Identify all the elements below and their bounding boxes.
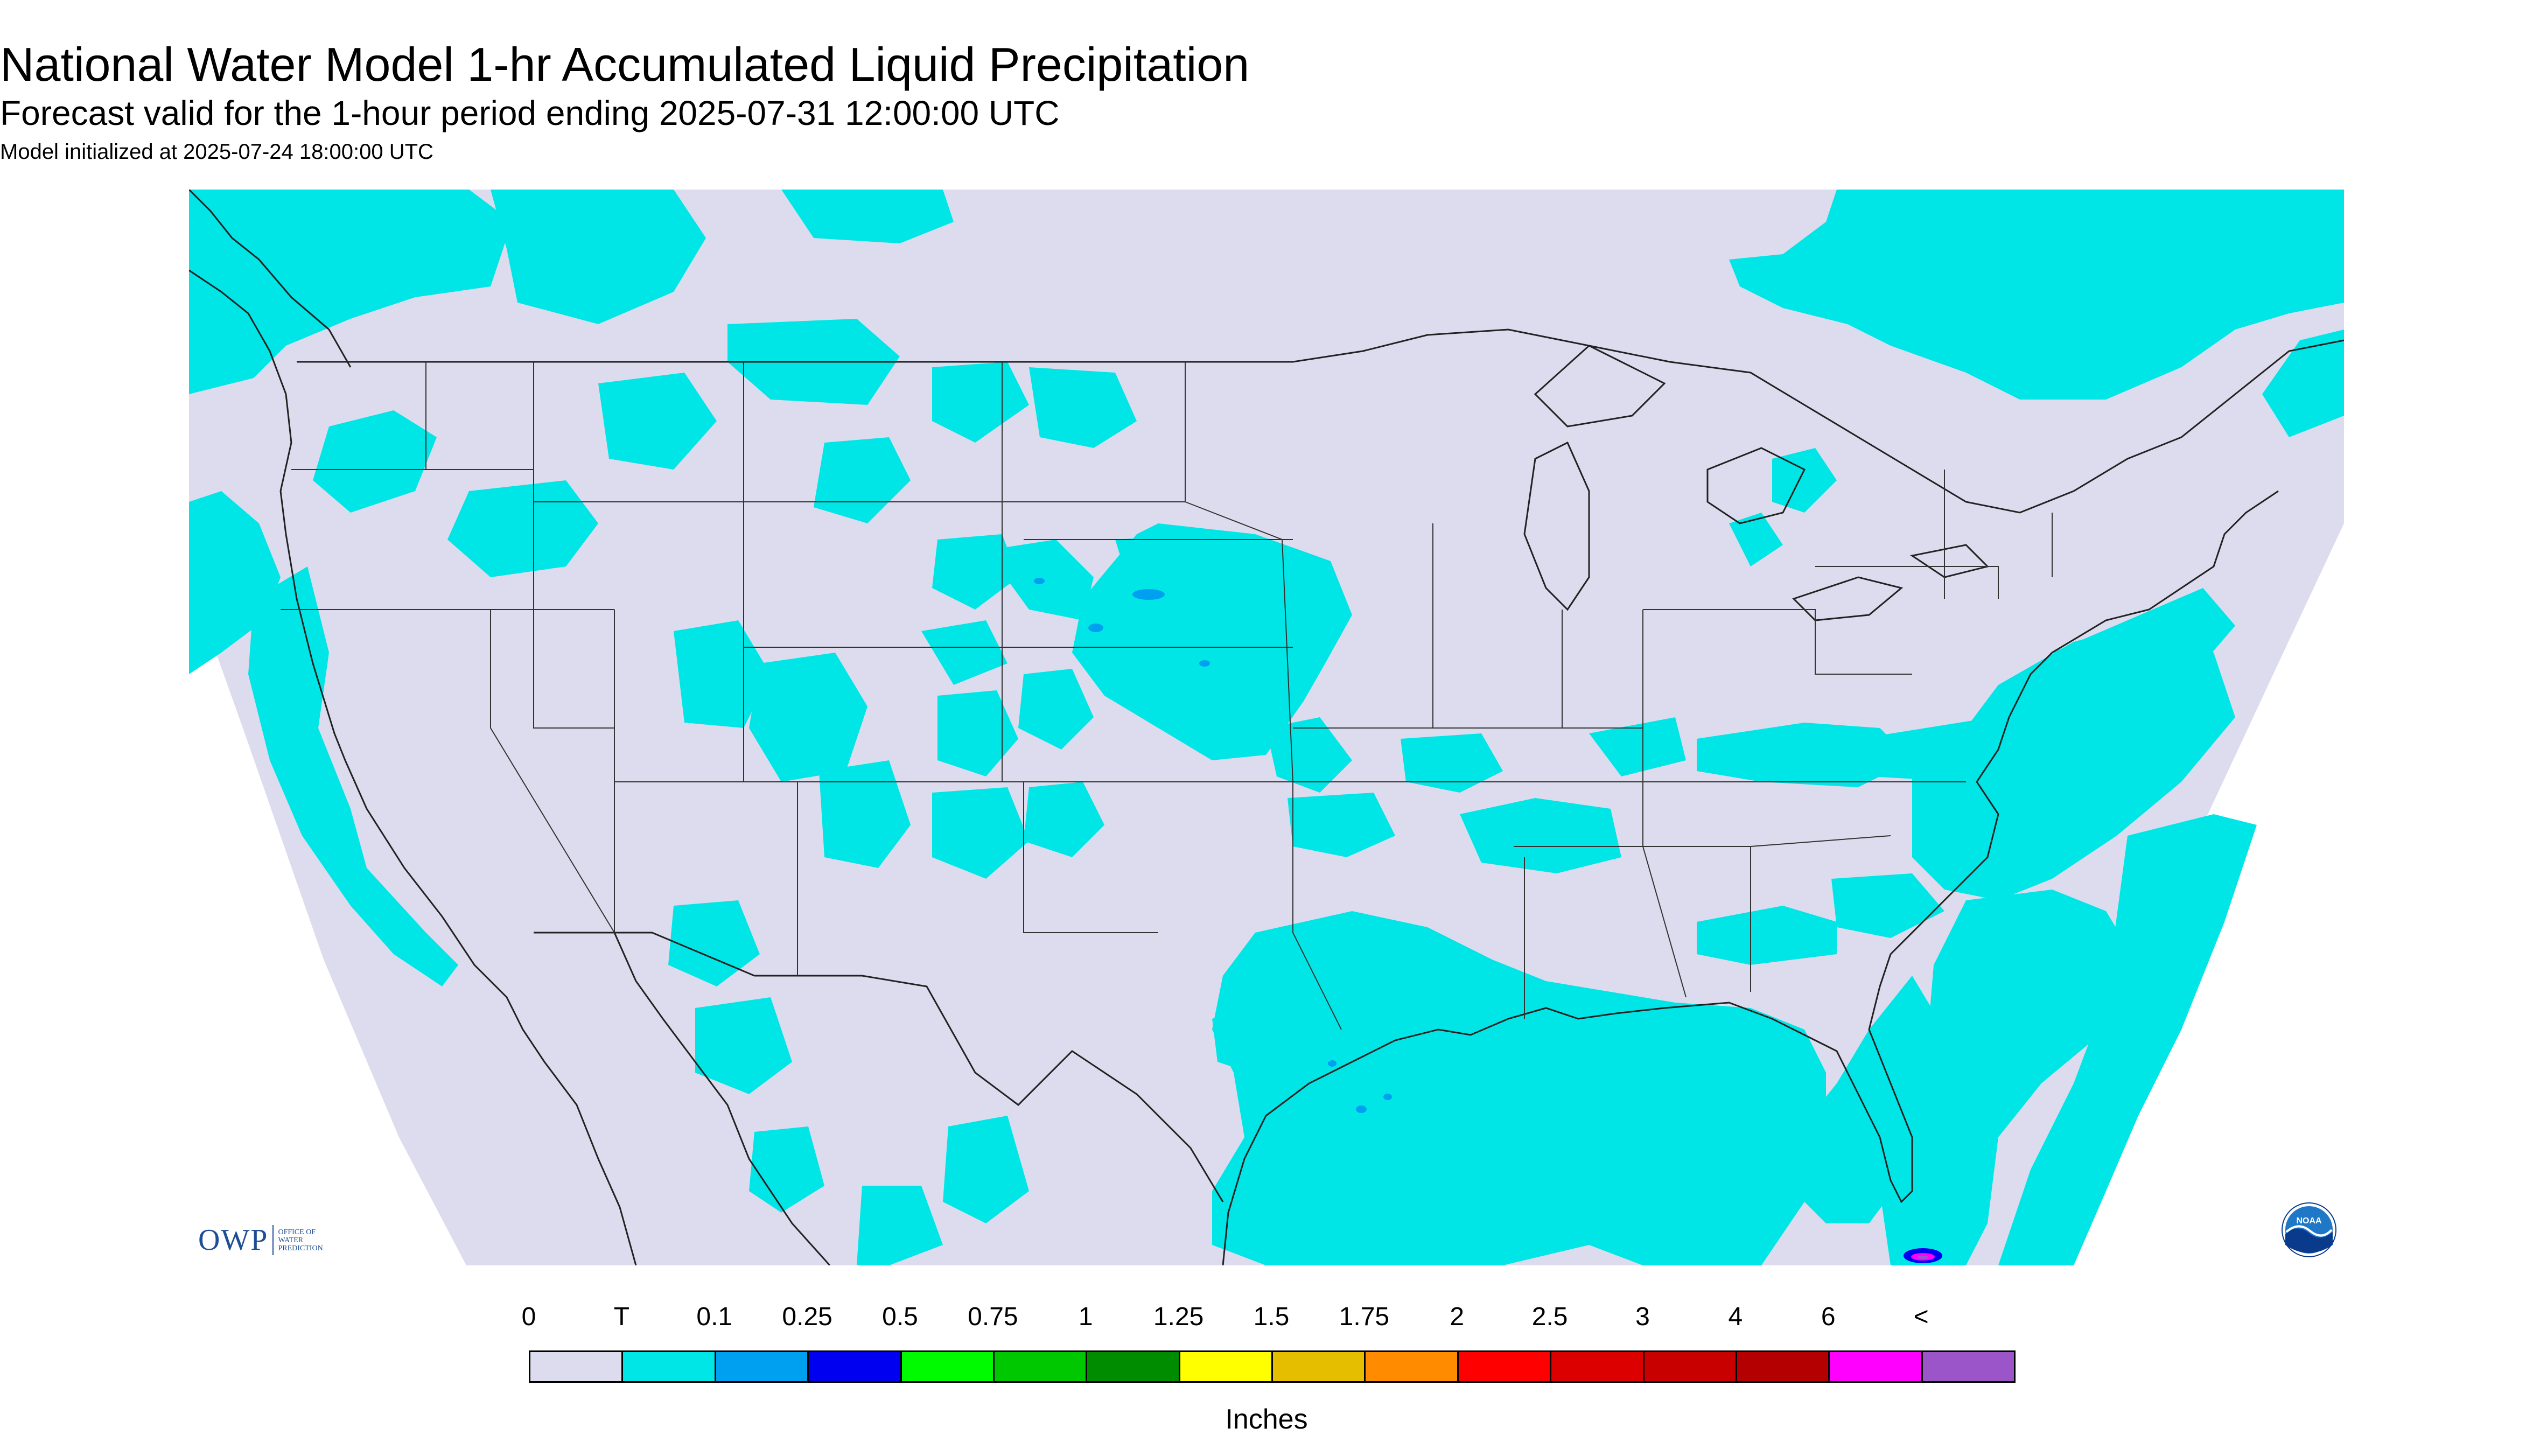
legend-tick-label: 0.1 (696, 1303, 733, 1331)
model-init-time: Model initialized at 2025-07-24 18:00:00… (0, 140, 433, 164)
outside-domain-left (189, 577, 466, 1265)
legend-tick-label: 6 (1821, 1303, 1836, 1331)
owp-logo: OWP OFFICE OF WATER PREDICTION (198, 1221, 323, 1259)
legend-tick-label: 2 (1450, 1303, 1465, 1331)
legend-swatch (1921, 1350, 2016, 1383)
legend-tick-label: 0.25 (782, 1303, 832, 1331)
legend-tick-label: 1.25 (1153, 1303, 1204, 1331)
legend-tick-label: < (1913, 1303, 1929, 1331)
owp-logo-divider (272, 1225, 274, 1255)
legend-tick-label: 4 (1728, 1303, 1743, 1331)
noaa-logo-text: NOAA (2296, 1216, 2322, 1226)
owp-logo-text: OFFICE OF WATER PREDICTION (278, 1228, 323, 1252)
legend-swatch (1642, 1350, 1737, 1383)
noaa-logo: NOAA (2282, 1202, 2336, 1257)
legend-tick-label: 0 (521, 1303, 536, 1331)
legend-swatch (1828, 1350, 1923, 1383)
owp-logo-mark: OWP (198, 1223, 269, 1257)
trace-precipitation-areas (189, 190, 2344, 1265)
legend-swatch (1178, 1350, 1273, 1383)
legend-swatch (1271, 1350, 1366, 1383)
legend-swatch (1086, 1350, 1180, 1383)
legend-swatch (807, 1350, 902, 1383)
legend-swatch (529, 1350, 624, 1383)
legend-swatch (1550, 1350, 1645, 1383)
legend-swatch (714, 1350, 809, 1383)
light-precipitation-spots (1034, 578, 1392, 1113)
legend-tick-label: 1 (1078, 1303, 1093, 1331)
outside-domain-right (1998, 523, 2344, 1265)
legend-swatch (1457, 1350, 1552, 1383)
legend-swatch (1735, 1350, 1830, 1383)
heavy-precipitation-cell (1904, 1248, 1942, 1263)
legend-swatch (621, 1350, 716, 1383)
precipitation-map (189, 190, 2344, 1265)
legend-tick-label: 3 (1635, 1303, 1650, 1331)
legend-tick-label: 0.75 (968, 1303, 1018, 1331)
legend-tick-label: 1.5 (1253, 1303, 1290, 1331)
map-title: National Water Model 1-hr Accumulated Li… (0, 38, 1250, 91)
map-subtitle: Forecast valid for the 1-hour period end… (0, 94, 1060, 132)
legend-swatch (992, 1350, 1088, 1383)
legend-swatch (900, 1350, 995, 1383)
legend-tick-label: T (613, 1303, 630, 1331)
legend-swatch (1364, 1350, 1459, 1383)
legend-tick-label: 2.5 (1531, 1303, 1568, 1331)
legend-tick-label: 0.5 (882, 1303, 918, 1331)
legend-tick-label: 1.75 (1339, 1303, 1390, 1331)
legend-units: Inches (1225, 1404, 1308, 1435)
state-borders (281, 362, 2053, 1030)
coastlines-and-borders (189, 190, 2344, 1265)
